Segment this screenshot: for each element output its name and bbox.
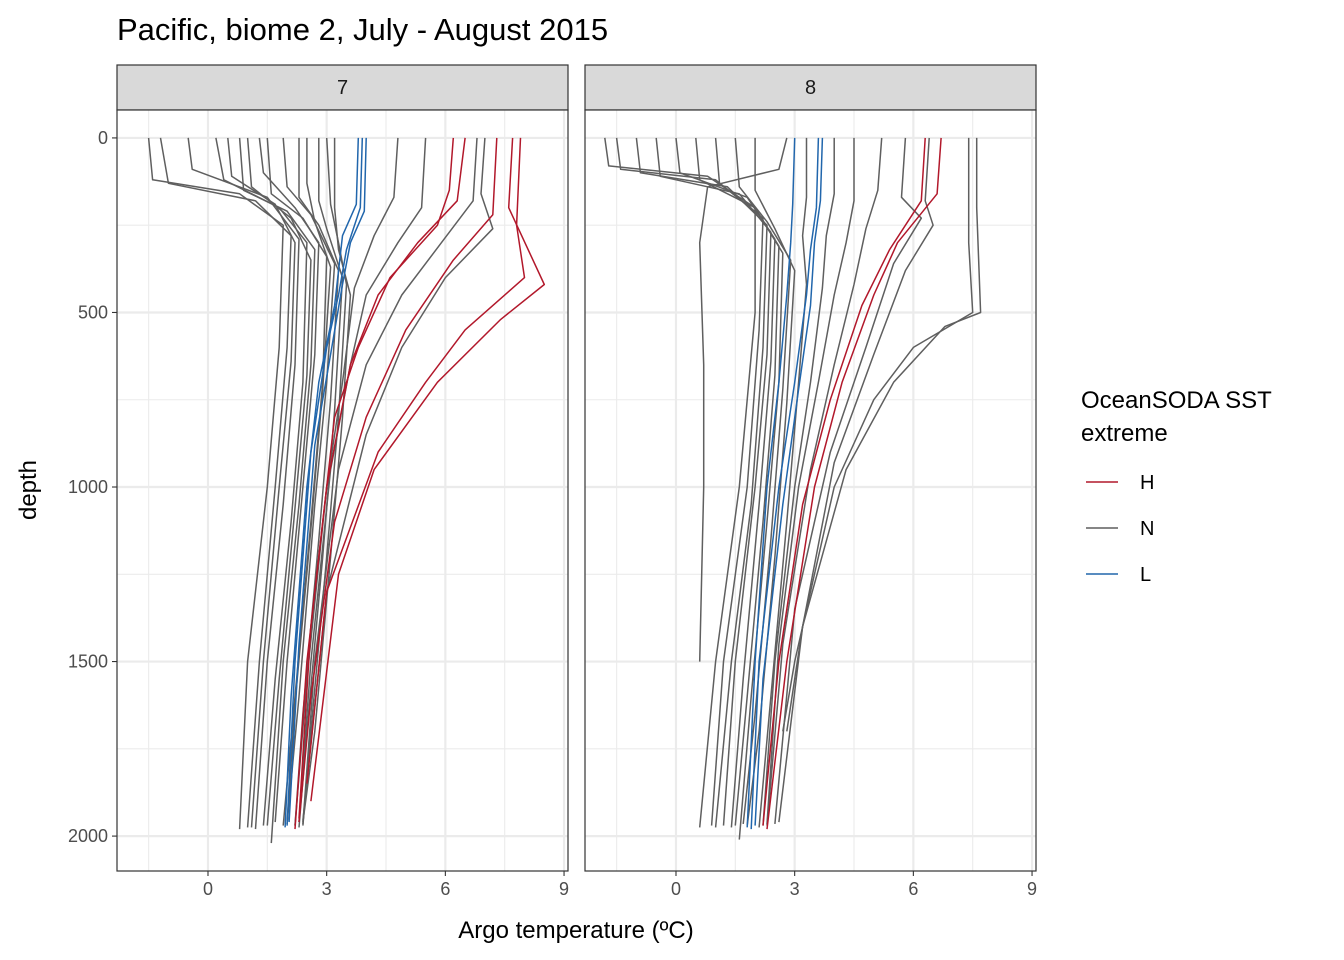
legend-label: L <box>1140 564 1151 586</box>
profile-line-N-2 <box>159 137 292 828</box>
facet-panel-7: 7 0 3 6 9 0 500 1000 1500 2000 <box>68 64 569 899</box>
legend-entries: H N L <box>1086 472 1154 586</box>
profile-line-N-3 <box>635 137 768 828</box>
facet-strip-label: 7 <box>337 77 348 99</box>
profile-lines <box>604 137 982 840</box>
profile-line-N-14 <box>302 137 494 821</box>
profile-line-N-12 <box>298 137 427 823</box>
y-tick-label: 2000 <box>68 826 108 846</box>
x-tick-label: 9 <box>1027 879 1037 899</box>
profile-line-N-4 <box>215 137 308 826</box>
panel-border <box>584 109 1037 872</box>
profile-line-N-19 <box>302 137 352 823</box>
profile-line-N-1 <box>604 137 756 828</box>
profile-line-N-12 <box>766 137 855 824</box>
profile-line-N-13 <box>766 137 883 826</box>
profile-line-H-2 <box>306 137 526 784</box>
profile-line-N-17 <box>246 137 312 826</box>
profile-line-N-5 <box>675 137 776 828</box>
profile-line-L-2 <box>288 137 367 823</box>
profile-line-N-4 <box>655 137 772 826</box>
profile-line-N-5 <box>238 137 316 844</box>
profile-line-N-7 <box>714 137 784 840</box>
profile-line-N-6 <box>695 137 780 826</box>
facet-strip <box>116 64 569 111</box>
profile-line-N-10 <box>758 137 808 828</box>
x-axis-title: Argo temperature (ºC) <box>458 917 694 944</box>
y-tick-label: 500 <box>78 302 108 322</box>
panel-background <box>117 110 568 871</box>
x-tick-label: 6 <box>908 879 918 899</box>
y-tick-label: 1000 <box>68 477 108 497</box>
chart-title: Pacific, biome 2, July - August 2015 <box>117 12 608 47</box>
profile-line-N-3 <box>187 137 300 830</box>
x-tick-label: 3 <box>322 879 332 899</box>
legend-entry-L: L <box>1086 564 1151 586</box>
profile-line-N-15 <box>778 137 934 823</box>
x-tick-label: 6 <box>440 879 450 899</box>
panel-border <box>116 109 569 872</box>
profile-line-L-1 <box>750 137 820 830</box>
legend-title-line1: OceanSODA SST <box>1081 387 1272 414</box>
profile-line-N-11 <box>302 137 348 826</box>
profile-line-H-1 <box>310 137 546 802</box>
y-tick-label: 0 <box>98 128 108 148</box>
facet-strip <box>584 64 1037 111</box>
x-tick-label: 3 <box>790 879 800 899</box>
legend: OceanSODA SST extreme H N L <box>1081 387 1272 586</box>
profile-line-H-1 <box>766 137 942 830</box>
profile-lines <box>147 137 546 844</box>
profile-line-H-2 <box>762 137 926 826</box>
legend-entry-N: N <box>1086 518 1154 540</box>
profile-line-N-16 <box>227 137 296 828</box>
profile-line-N-10 <box>298 137 344 828</box>
legend-label: N <box>1140 518 1154 540</box>
profile-line-N-6 <box>258 137 320 823</box>
profile-line-L-3 <box>284 137 360 828</box>
legend-entry-H: H <box>1086 472 1154 494</box>
legend-title-line2: extreme <box>1081 420 1168 447</box>
x-tick-label: 0 <box>203 879 213 899</box>
profile-line-L-2 <box>746 137 796 828</box>
profile-line-N-2 <box>615 137 764 826</box>
facet-strip-label: 8 <box>805 77 816 99</box>
y-tick-label: 1500 <box>68 652 108 672</box>
profile-line-N-18 <box>698 137 788 662</box>
profile-line-L-1 <box>286 137 364 826</box>
facet-panel-8: 8 0 3 6 9 <box>584 64 1037 899</box>
profile-line-N-13 <box>302 137 478 824</box>
y-axis-title: depth <box>15 460 42 520</box>
profile-line-H-4 <box>294 137 466 830</box>
panel-background <box>585 110 1036 871</box>
profile-line-N-17 <box>786 137 982 732</box>
x-tick-label: 0 <box>671 879 681 899</box>
profile-line-N-14 <box>774 137 923 824</box>
profile-line-H-5 <box>298 137 498 823</box>
profile-line-N-11 <box>762 137 835 826</box>
legend-label: H <box>1140 472 1154 494</box>
profile-line-N-1 <box>147 137 284 830</box>
profile-line-L-3 <box>754 137 824 826</box>
x-tick-label: 9 <box>559 879 569 899</box>
facet-panels: 7 0 3 6 9 0 500 1000 1500 2000 8 0 3 6 9 <box>68 64 1037 899</box>
